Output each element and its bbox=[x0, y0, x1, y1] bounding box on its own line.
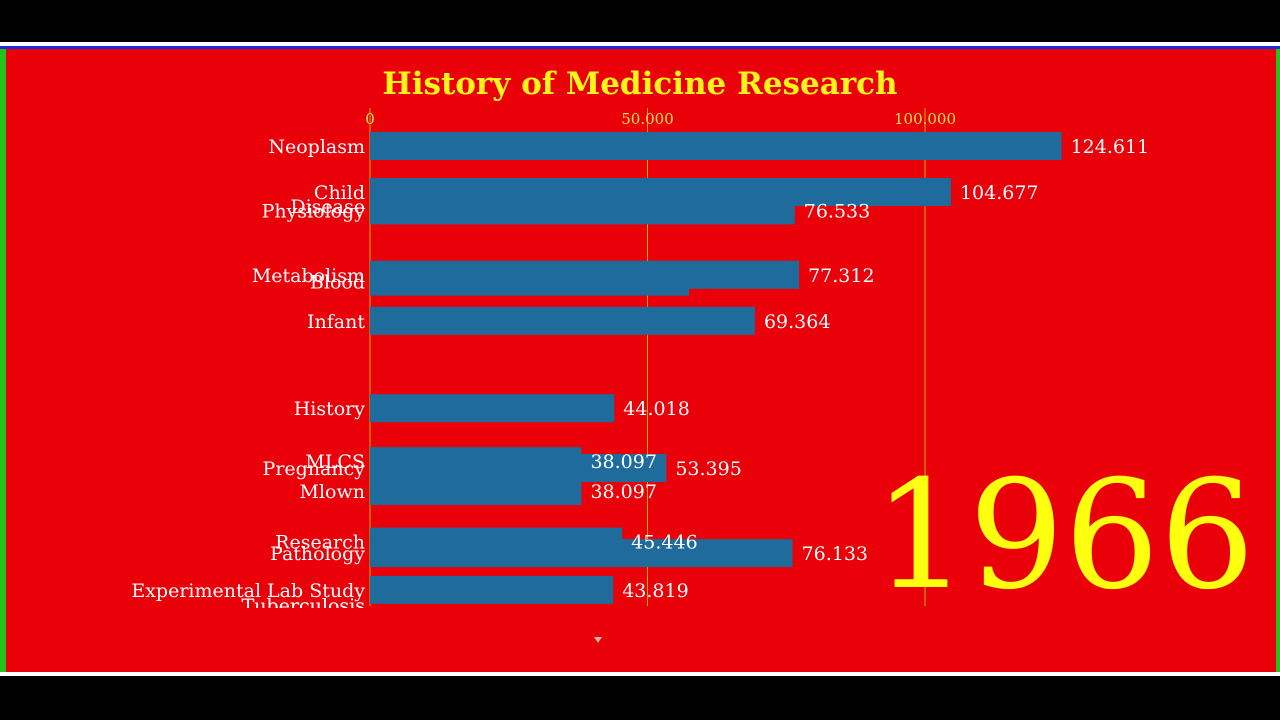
x-tick-label: 100.000 bbox=[894, 110, 956, 128]
value-label: 43.819 bbox=[622, 580, 688, 602]
bar bbox=[370, 394, 615, 423]
value-label: 76.133 bbox=[802, 543, 868, 565]
category-label: Blood bbox=[310, 272, 365, 294]
bar bbox=[370, 575, 614, 604]
category-label: Research bbox=[275, 532, 365, 554]
category-label: Mlown bbox=[300, 481, 365, 503]
category-label: History bbox=[294, 398, 366, 420]
category-label: Neoplasm bbox=[268, 136, 365, 158]
frame-bottom-line bbox=[0, 672, 1280, 676]
chart-title: History of Medicine Research bbox=[382, 66, 897, 102]
value-label: 38.097 bbox=[590, 481, 656, 503]
value-label: 44.018 bbox=[623, 398, 689, 420]
value-label: 45.446 bbox=[631, 532, 697, 554]
year-label: 1966 bbox=[873, 449, 1255, 623]
category-label: Child bbox=[314, 182, 365, 204]
value-label: 124.611 bbox=[1071, 136, 1150, 158]
x-tick-label: 0 bbox=[365, 110, 375, 128]
category-label: MLCS bbox=[305, 451, 365, 473]
value-label: 69.364 bbox=[764, 311, 830, 333]
category-label: Infant bbox=[307, 311, 365, 333]
bar bbox=[370, 267, 690, 296]
x-tick-label: 50.000 bbox=[621, 110, 674, 128]
bar bbox=[370, 539, 793, 568]
category-label: Disease bbox=[290, 196, 365, 218]
value-label: 53.395 bbox=[675, 458, 741, 480]
bar bbox=[370, 196, 795, 225]
category-label: Experimental Lab Study bbox=[131, 580, 365, 602]
value-label: 77.312 bbox=[808, 265, 874, 287]
value-label: 104.677 bbox=[960, 182, 1039, 204]
category-label: Tuberculosis bbox=[242, 595, 365, 617]
value-label: 38.097 bbox=[590, 451, 656, 473]
frame-top-line bbox=[0, 42, 1280, 46]
bar bbox=[370, 132, 1062, 160]
value-label: 76.533 bbox=[804, 200, 870, 222]
category-label: Pregnancy bbox=[263, 458, 366, 480]
chevron-down-icon bbox=[594, 637, 602, 643]
bar bbox=[370, 477, 582, 505]
category-label: Physiology bbox=[262, 200, 366, 222]
category-label: Pathology bbox=[270, 543, 365, 565]
bar bbox=[370, 306, 755, 335]
category-label: Metabolism bbox=[252, 265, 365, 287]
bar-labels: Neoplasm 124.611 Child 104.677 DiseasePhysio… bbox=[131, 136, 1150, 617]
x-axis-ticks: 0 50.000 100.000 bbox=[365, 110, 956, 128]
bars bbox=[370, 132, 1062, 604]
category-label: Tuberculosis bbox=[242, 595, 365, 617]
frame-blue-line bbox=[0, 46, 1280, 49]
